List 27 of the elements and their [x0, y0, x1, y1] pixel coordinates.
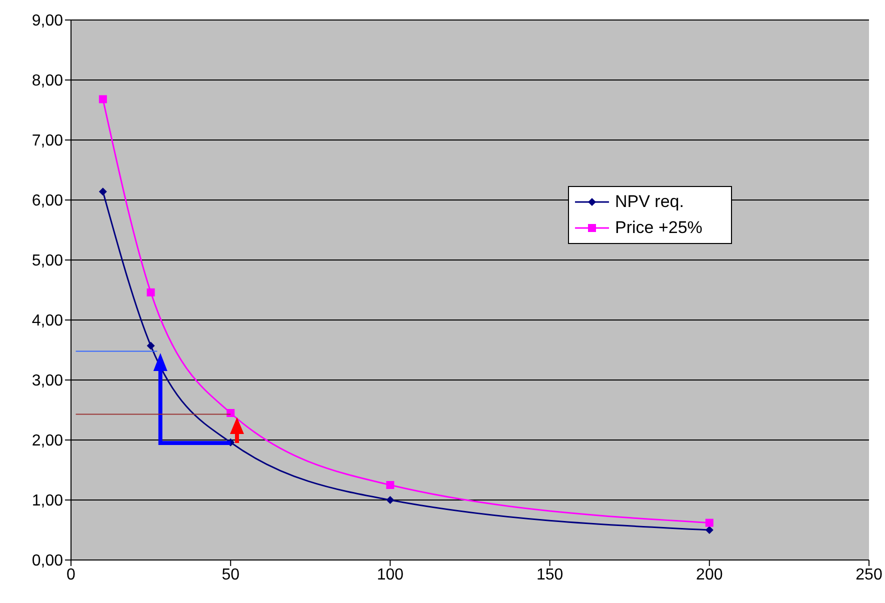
- y-tick-label: 9,00: [32, 12, 64, 30]
- y-tick-label: 6,00: [32, 192, 64, 210]
- y-tick-label: 4,00: [32, 312, 64, 330]
- y-tick-label: 5,00: [32, 252, 64, 270]
- y-tick-label: 3,00: [32, 372, 64, 390]
- x-tick-label: 50: [222, 566, 240, 584]
- x-tick-label: 100: [376, 566, 404, 584]
- y-tick-label: 1,00: [32, 492, 64, 510]
- point: [386, 496, 394, 504]
- y-tick-label: 8,00: [32, 72, 64, 90]
- legend-label: Price +25%: [615, 217, 702, 239]
- x-tick-label: 150: [536, 566, 564, 584]
- x-tick-label: 200: [696, 566, 723, 584]
- y-tick-label: 7,00: [32, 132, 64, 150]
- y-tick-label: 2,00: [32, 432, 64, 450]
- x-tick-label: 250: [856, 566, 882, 584]
- point: [146, 288, 155, 296]
- y-tick-label: 0,00: [32, 552, 64, 570]
- point: [98, 95, 107, 104]
- x-tick-label: 0: [66, 566, 76, 584]
- point: [386, 481, 394, 489]
- point: [146, 342, 155, 350]
- point: [226, 409, 235, 417]
- point: [98, 188, 107, 196]
- point: [705, 518, 714, 527]
- legend-label: NPV req.: [615, 191, 684, 213]
- point: [705, 526, 714, 534]
